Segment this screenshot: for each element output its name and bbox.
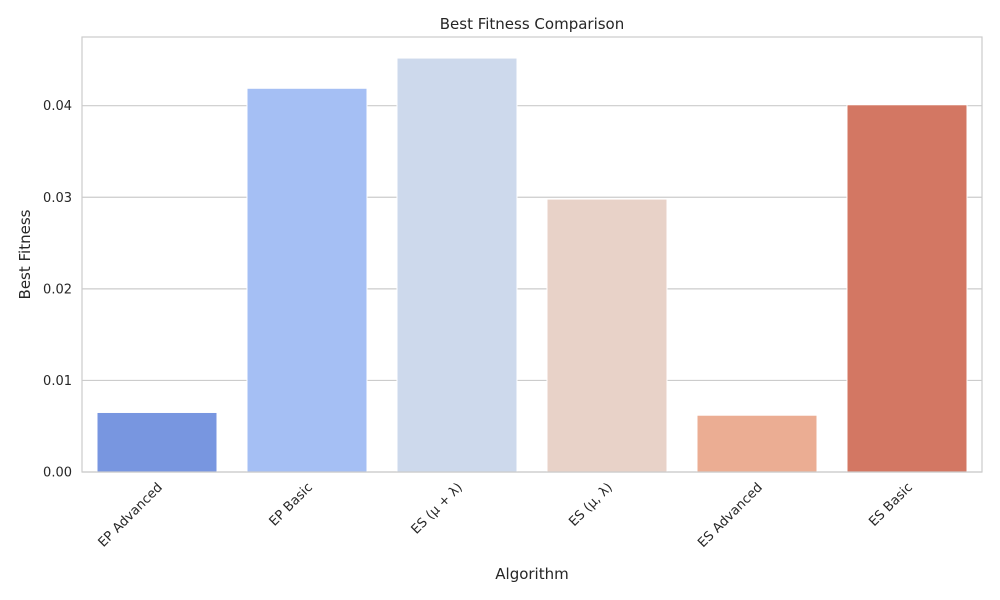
y-tick-label: 0.01 — [43, 374, 72, 389]
bar — [96, 411, 218, 473]
x-tick-label: ES Basic — [866, 480, 916, 530]
chart-title: Best Fitness Comparison — [440, 15, 625, 33]
plot-frame — [81, 36, 983, 473]
y-tick-label: 0.00 — [43, 466, 72, 481]
x-axis-title: Algorithm — [495, 565, 568, 583]
y-tick-labels: 0.00 0.01 0.02 0.03 0.04 — [43, 99, 72, 480]
x-tick-label: ES (μ + λ) — [409, 480, 466, 537]
x-tick-labels: EP Advanced EP Basic ES (μ + λ) ES (μ, λ) ES… — [96, 480, 916, 551]
bar — [246, 87, 368, 473]
bar — [546, 198, 668, 473]
y-tick-label: 0.02 — [43, 282, 72, 297]
y-tick-label: 0.04 — [43, 99, 72, 114]
y-tick-label: 0.03 — [43, 191, 72, 206]
x-tick-label: ES (μ, λ) — [566, 480, 615, 529]
bar — [696, 414, 818, 473]
x-tick-label: ES Advanced — [695, 480, 766, 551]
x-tick-label: EP Basic — [267, 480, 316, 529]
bar — [846, 104, 968, 473]
bars — [96, 57, 968, 473]
x-tick-label: EP Advanced — [96, 480, 166, 550]
bar — [396, 57, 518, 473]
y-axis-title: Best Fitness — [16, 209, 34, 299]
